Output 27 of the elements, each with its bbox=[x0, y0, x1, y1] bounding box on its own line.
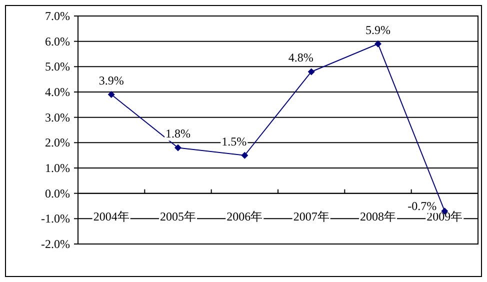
x-tick-label: 2006年 bbox=[226, 209, 263, 224]
point bbox=[374, 40, 382, 48]
point bbox=[108, 91, 115, 98]
data-label: 1.8% bbox=[166, 126, 190, 141]
data-label: 1.5% bbox=[222, 134, 247, 148]
y-tick-label: -1.0% bbox=[41, 212, 70, 226]
data-label: -0.7% bbox=[408, 199, 437, 214]
y-tick-label: 7.0% bbox=[45, 9, 70, 23]
y-tick-label: 1.0% bbox=[45, 161, 70, 175]
point bbox=[174, 144, 182, 152]
x-tick-label: 2007年 bbox=[293, 209, 330, 224]
point bbox=[241, 152, 248, 159]
y-tick-label: 5.0% bbox=[45, 60, 70, 74]
y-tick-label: 0.0% bbox=[45, 186, 70, 200]
x-tick-label: 2005年 bbox=[160, 209, 196, 224]
x-tick-label: 2008年 bbox=[360, 209, 396, 224]
x-tick-label: 2009年 bbox=[426, 209, 463, 224]
x-tick-label: 2004年 bbox=[93, 209, 130, 224]
point bbox=[308, 68, 315, 76]
y-tick-label: 4.0% bbox=[45, 85, 70, 99]
y-tick-label: -2.0% bbox=[41, 237, 70, 251]
data-label: 4.8% bbox=[288, 50, 314, 65]
y-tick-label: 2.0% bbox=[45, 136, 70, 150]
y-tick-label: 6.0% bbox=[45, 34, 70, 48]
data-label: 5.9% bbox=[366, 22, 390, 37]
y-tick-label: 3.0% bbox=[45, 110, 70, 124]
data-label: 3.9% bbox=[98, 74, 124, 88]
